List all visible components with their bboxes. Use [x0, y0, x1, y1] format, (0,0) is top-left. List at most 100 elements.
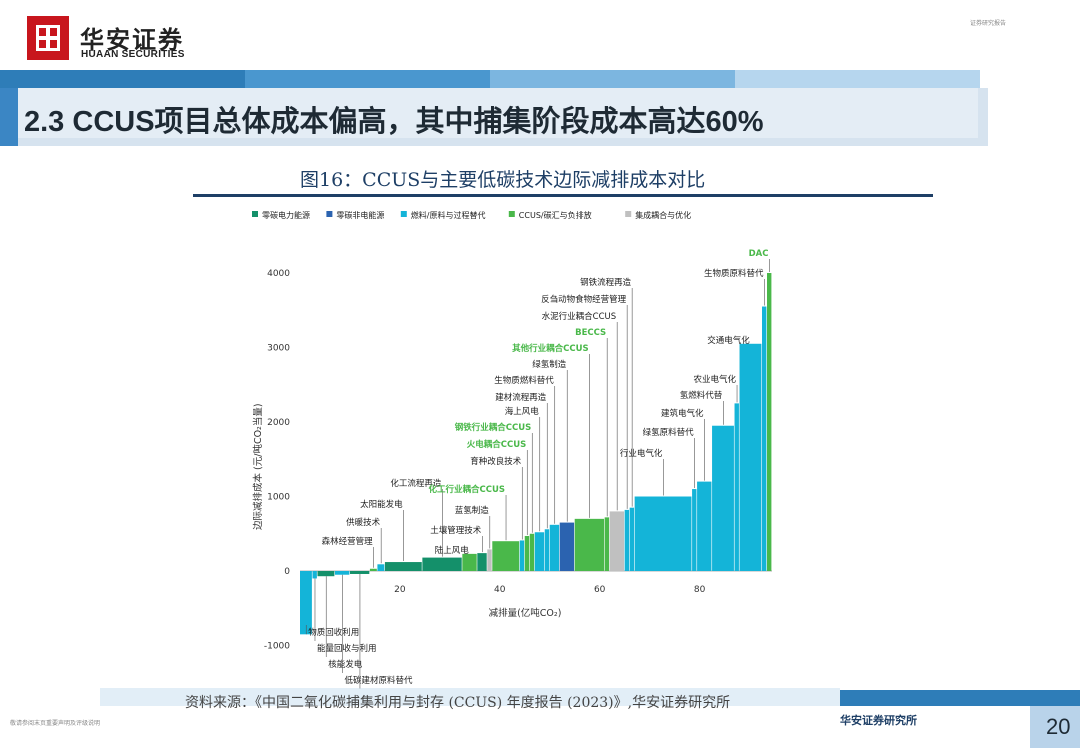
bar-26	[692, 489, 697, 571]
x-tick-3: 80	[694, 585, 706, 595]
x-tick-0: 20	[394, 585, 406, 595]
legend-swatch-4	[625, 211, 632, 217]
y-axis-title: 边际减排成本 (元/吨CO₂当量)	[252, 403, 264, 530]
bar-8	[422, 557, 462, 571]
bar-17	[544, 529, 550, 571]
bar-label-5: 森林经营管理	[322, 536, 374, 547]
bar-1	[312, 571, 317, 579]
bar-label-29: 农业电气化	[694, 374, 737, 385]
bar-7	[384, 562, 422, 571]
bar-5	[369, 568, 377, 571]
bar-14	[524, 535, 530, 571]
y-tick-5: 4000	[267, 269, 290, 279]
source-note: 资料来源：《中国二氧化碳捕集利用与封存 (CCUS) 年度报告 (2023)》,…	[185, 695, 731, 711]
legend-label-1: 零碳非电能源	[336, 210, 384, 220]
legend-swatch-3	[508, 211, 515, 217]
bar-label-31: 生物质原料替代	[704, 268, 764, 279]
logo-english-name: HUAAN SECURITIES	[81, 49, 185, 60]
bar-2	[317, 571, 335, 577]
bar-label-15: 钢铁行业耦合CCUS	[455, 422, 532, 433]
bar-22	[609, 511, 625, 571]
header-color-band	[0, 70, 980, 90]
bar-30	[739, 343, 762, 571]
legend-swatch-0	[252, 211, 258, 217]
bar-label-13: 育种改良技术	[470, 456, 522, 467]
bar-16	[534, 532, 545, 571]
bar-9	[462, 553, 477, 571]
bar-label-8: 化工流程再造	[390, 478, 442, 489]
legend-label-3: CCUS/碳汇与负排放	[519, 210, 592, 220]
footer-institution: 华安证券研究所	[840, 714, 917, 727]
bar-label-7: 太阳能发电	[360, 499, 403, 510]
bar-0	[300, 571, 312, 635]
bar-29	[734, 403, 739, 571]
bar-10	[477, 553, 487, 571]
source-bar	[100, 688, 840, 706]
y-tick-3: 2000	[267, 418, 290, 428]
legend-swatch-1	[326, 211, 333, 217]
bar-label-32: DAC	[749, 249, 769, 259]
bar-11	[487, 549, 492, 571]
bar-6	[377, 564, 385, 571]
y-tick-0: -1000	[264, 642, 290, 652]
figure-caption-rule	[193, 194, 933, 197]
bar-label-20: 其他行业耦合CCUS	[512, 343, 589, 354]
bar-25	[634, 496, 692, 571]
bar-label-11: 蓝氢制造	[455, 505, 490, 516]
bar-32	[767, 273, 772, 571]
bar-label-22: 水泥行业耦合CCUS	[542, 311, 617, 322]
bar-3	[334, 571, 350, 575]
legend-label-4: 集成耦合与优化	[635, 210, 691, 220]
bar-label-6: 供暖技术	[346, 517, 381, 528]
logo-chinese-name: 华安证券	[80, 25, 184, 54]
logo-mark-icon	[27, 16, 69, 60]
bar-20	[574, 518, 605, 571]
y-tick-4: 3000	[267, 344, 290, 354]
disclaimer-note: 敬请参阅末页重要声明及评级说明	[10, 720, 101, 727]
bar-label-28: 氢燃料代替	[680, 390, 723, 401]
mac-curve-chart: 零碳电力能源 零碳非电能源 燃料/原料与过程替代 CCUS/碳汇与负排放 集成耦合与优化…	[252, 210, 772, 689]
bar-31	[762, 306, 767, 571]
bar-label-24: 钢铁流程再造	[580, 277, 632, 288]
x-tick-1: 40	[494, 585, 506, 595]
bar-label-19: 绿氢制造	[532, 359, 567, 370]
footer-accent-bar	[840, 690, 1080, 706]
title-bar	[18, 88, 988, 146]
bar-label-25: 行业电气化	[620, 448, 663, 459]
bar-label-23: 反刍动物食物经营管理	[541, 294, 627, 305]
bar-label-26: 绿氢原料替代	[643, 427, 695, 438]
bar-label-18: 生物质燃料替代	[494, 375, 554, 386]
bar-28	[712, 425, 734, 571]
x-axis-title: 减排量(亿吨CO₂)	[489, 607, 562, 619]
bar-label-0: 物质回收利用	[308, 627, 359, 638]
y-tick-2: 1000	[267, 493, 290, 503]
bar-13	[519, 540, 525, 571]
figure-caption: 图16：CCUS与主要低碳技术边际减排成本对比	[300, 169, 706, 191]
legend-label-2: 燃料/原料与过程替代	[411, 210, 486, 220]
bar-4	[349, 571, 370, 574]
report-type-label: 证券研究报告	[970, 20, 1007, 27]
bar-23	[624, 509, 630, 571]
bar-label-14: 火电耦合CCUS	[467, 439, 527, 450]
legend-label-0: 零碳电力能源	[262, 210, 310, 220]
bar-24	[629, 507, 635, 571]
bar-label-16: 海上风电	[505, 406, 540, 417]
bar-18	[549, 524, 560, 571]
bar-19	[559, 522, 575, 571]
bar-15	[529, 533, 535, 571]
bar-label-12: 化工行业耦合CCUS	[429, 484, 506, 495]
bar-label-10: 土壤管理技术	[430, 525, 482, 536]
bar-label-21: BECCS	[575, 328, 606, 338]
bar-label-9: 陆上风电	[435, 545, 470, 556]
y-tick-1: 0	[284, 567, 290, 577]
bar-21	[604, 517, 610, 571]
bar-label-17: 建材流程再造	[495, 392, 547, 403]
bar-label-27: 建筑电气化	[661, 408, 704, 419]
bar-label-1: 能量回收与利用	[317, 643, 377, 654]
bar-12	[492, 541, 520, 571]
bar-label-3: 低碳建材原料替代	[344, 675, 413, 686]
legend-swatch-2	[400, 211, 407, 217]
page-title: 2.3 CCUS项目总体成本偏高，其中捕集阶段成本高达60%	[24, 106, 764, 138]
page-number: 20	[1046, 714, 1071, 739]
title-left-strip	[0, 88, 18, 146]
